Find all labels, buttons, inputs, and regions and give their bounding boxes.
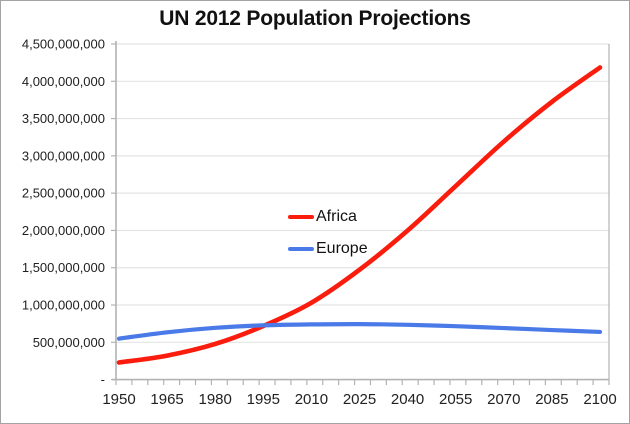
y-tick-label: -	[101, 372, 105, 387]
y-tick-label: 500,000,000	[33, 335, 105, 350]
y-tick-label: 2,000,000,000	[22, 223, 105, 238]
series-line-africa	[116, 65, 603, 365]
x-tick-label: 1965	[150, 391, 183, 408]
x-tick-label: 2070	[487, 391, 520, 408]
chart-title: UN 2012 Population Projections	[159, 7, 471, 30]
series-line-europe	[116, 321, 603, 341]
y-tick-label: 3,000,000,000	[22, 148, 105, 163]
y-tick-label: 3,500,000,000	[22, 111, 105, 126]
y-tick-label: 2,500,000,000	[22, 186, 105, 201]
y-tick-label: 4,000,000,000	[22, 74, 105, 89]
x-tick-label: 2055	[439, 391, 472, 408]
legend-item-europe: Europe	[288, 238, 368, 260]
legend-line-swatch-africa	[288, 215, 314, 219]
x-tick-label: 2025	[343, 391, 376, 408]
x-tick-label: 2010	[295, 391, 328, 408]
legend-item-africa: Africa	[288, 206, 357, 228]
y-tick-label: 4,500,000,000	[22, 37, 105, 52]
y-tick-label: 1,000,000,000	[22, 298, 105, 313]
x-tick-label: 1995	[247, 391, 280, 408]
x-tick-label: 2040	[391, 391, 424, 408]
x-tick-label: 2100	[583, 391, 616, 408]
legend-label-europe: Europe	[316, 240, 368, 257]
y-tick-label: 1,500,000,000	[22, 260, 105, 275]
legend-label-africa: Africa	[316, 208, 357, 225]
x-tick-label: 2085	[535, 391, 568, 408]
x-tick-label: 1950	[102, 391, 135, 408]
x-tick-label: 1980	[199, 391, 232, 408]
legend-line-swatch-europe	[288, 247, 314, 251]
